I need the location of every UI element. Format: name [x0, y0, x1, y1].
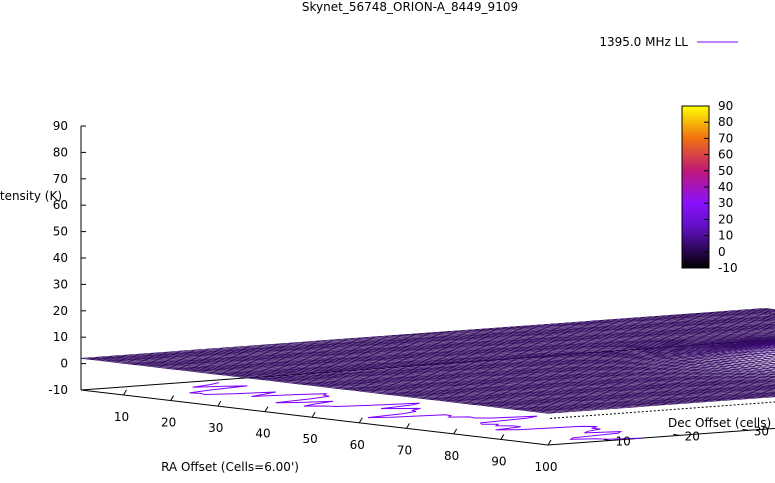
z-tick-label: 50: [53, 225, 68, 239]
surface-mesh: [80, 308, 775, 414]
z-tick-label: 30: [53, 277, 68, 291]
z-tick-label: 0: [60, 357, 68, 371]
z-tick-label: 40: [53, 251, 68, 265]
z-axis: -10 0 10 20 30 40 50 60 70 80 90 Intensity (K): [0, 119, 86, 397]
legend-label: 1395.0 MHz LL: [599, 35, 688, 49]
chart-title: Skynet_56748_ORION-A_8449_9109: [302, 0, 518, 14]
z-tick-label: 20: [53, 304, 68, 318]
z-tick-label: 90: [53, 119, 68, 133]
z-tick-label: 10: [53, 330, 68, 344]
z-ticks: -10 0 10 20 30 40 50 60 70 80 90: [48, 119, 86, 397]
z-tick-label: 70: [53, 172, 68, 186]
z-axis-label: Intensity (K): [0, 189, 62, 203]
z-tick-label: -10: [48, 383, 68, 397]
z-tick-label: 80: [53, 145, 68, 159]
floor-contour: [189, 382, 643, 440]
z-tick-label: 60: [53, 198, 68, 212]
